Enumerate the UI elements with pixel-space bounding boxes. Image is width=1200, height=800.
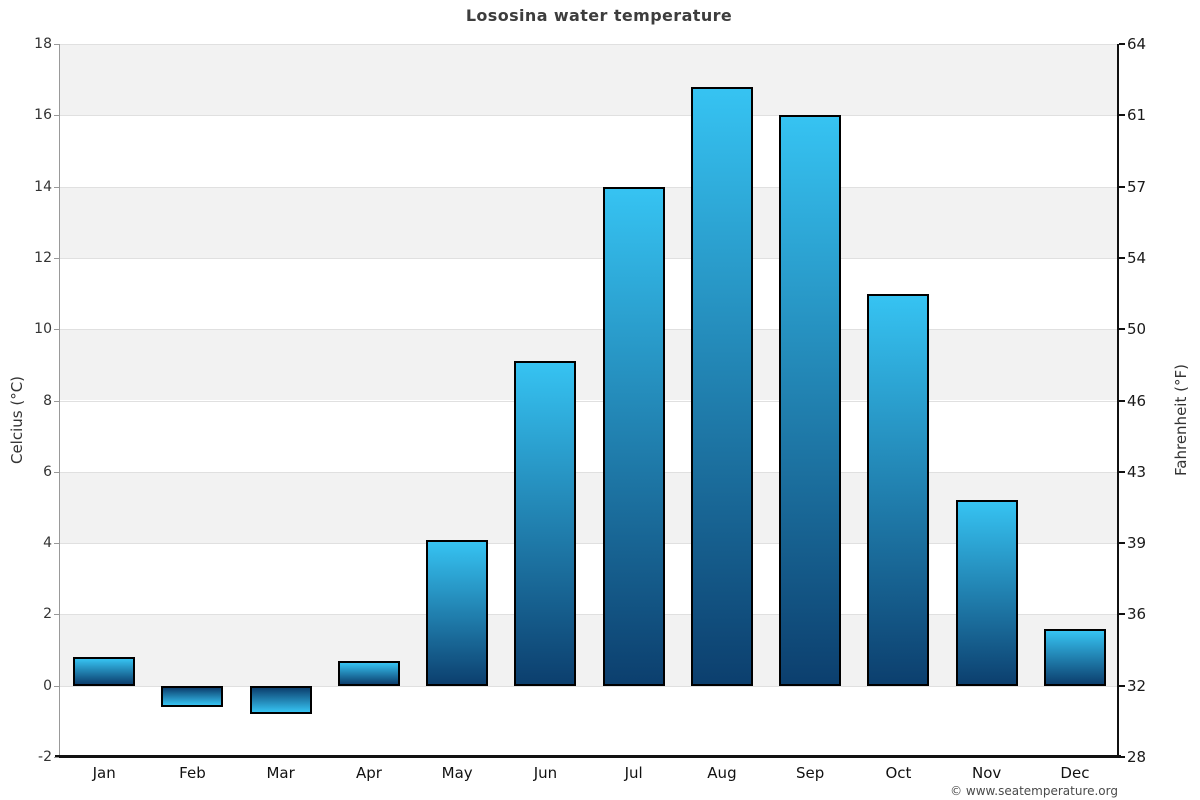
month-label-oct: Oct xyxy=(885,764,912,782)
background-band xyxy=(60,115,1119,187)
background-band xyxy=(60,186,1119,258)
background-band xyxy=(60,329,1119,401)
month-label-nov: Nov xyxy=(972,764,1002,782)
celsius-tick-mark xyxy=(54,115,59,117)
background-band xyxy=(60,685,1119,757)
plot-area xyxy=(60,44,1119,758)
month-label-apr: Apr xyxy=(355,764,382,782)
celsius-tick-2: 2 xyxy=(43,606,52,623)
month-label-aug: Aug xyxy=(707,764,737,782)
fahrenheit-tick-39: 39 xyxy=(1127,534,1147,553)
fahrenheit-tick-61: 61 xyxy=(1127,106,1147,125)
celsius-tick-16: 16 xyxy=(34,107,52,124)
bar-nov xyxy=(955,500,1018,686)
background-band xyxy=(60,543,1119,615)
fahrenheit-tick-28: 28 xyxy=(1127,748,1147,766)
celsius-tick-6: 6 xyxy=(43,463,52,480)
month-label-jul: Jul xyxy=(624,764,643,782)
gridline xyxy=(60,115,1119,117)
fahrenheit-tick-mark xyxy=(1119,470,1125,473)
fahrenheit-tick-mark xyxy=(1119,756,1125,758)
bar-may xyxy=(426,539,489,686)
fahrenheit-tick-mark xyxy=(1119,256,1125,259)
bar-dec xyxy=(1043,628,1106,686)
fahrenheit-tick-46: 46 xyxy=(1127,391,1147,410)
bar-feb xyxy=(161,685,224,708)
bar-jun xyxy=(514,361,577,686)
celsius-axis-line xyxy=(59,44,60,757)
fahrenheit-tick-mark xyxy=(1119,185,1125,188)
watermark: © www.seatemperature.org xyxy=(950,784,1118,798)
bar-oct xyxy=(867,293,930,686)
gridline xyxy=(60,685,1119,687)
fahrenheit-axis-line xyxy=(1117,44,1119,757)
celsius-tick-mark xyxy=(54,329,59,331)
bar-mar xyxy=(249,685,312,715)
chart-title: Lososina water temperature xyxy=(465,6,733,25)
celsius-tick-10: 10 xyxy=(34,321,52,338)
fahrenheit-tick-mark xyxy=(1119,542,1125,545)
fahrenheit-tick-mark xyxy=(1119,43,1125,45)
celsius-axis-title: Celcius (°C) xyxy=(8,375,26,465)
month-label-may: May xyxy=(441,764,473,782)
month-label-sep: Sep xyxy=(796,764,825,782)
celsius-tick-mark xyxy=(54,685,59,687)
celsius-tick-mark xyxy=(54,44,59,45)
fahrenheit-tick-43: 43 xyxy=(1127,462,1147,481)
background-band xyxy=(60,257,1119,330)
fahrenheit-tick-32: 32 xyxy=(1127,676,1147,695)
gridline xyxy=(60,329,1119,331)
fahrenheit-tick-mark xyxy=(1119,399,1125,402)
celsius-tick-mark xyxy=(54,614,59,616)
celsius-tick-mark xyxy=(54,757,59,758)
month-label-dec: Dec xyxy=(1060,764,1090,782)
background-band xyxy=(60,471,1119,544)
fahrenheit-tick-36: 36 xyxy=(1127,605,1147,624)
gridline xyxy=(60,614,1119,616)
bar-sep xyxy=(779,115,842,686)
celsius-tick-4: 4 xyxy=(43,535,52,552)
month-label-jan: Jan xyxy=(92,764,116,782)
fahrenheit-tick-50: 50 xyxy=(1127,320,1147,339)
month-label-feb: Feb xyxy=(179,764,206,782)
fahrenheit-tick-mark xyxy=(1119,328,1125,331)
gridline xyxy=(60,400,1119,402)
celsius-tick-12: 12 xyxy=(34,249,52,266)
gridline xyxy=(60,543,1119,545)
fahrenheit-tick-mark xyxy=(1119,613,1125,616)
gridline xyxy=(60,471,1119,473)
celsius-tick-14: 14 xyxy=(34,178,52,195)
celsius-tick-mark xyxy=(54,400,59,402)
bar-apr xyxy=(337,660,400,686)
background-band xyxy=(60,44,1119,116)
background-band xyxy=(60,614,1119,686)
fahrenheit-tick-mark xyxy=(1119,114,1125,117)
bar-jan xyxy=(73,657,136,686)
celsius-tick--2: -2 xyxy=(38,749,52,765)
gridline xyxy=(60,186,1119,188)
gridline xyxy=(60,257,1119,259)
bar-aug xyxy=(690,86,753,686)
x-axis-line xyxy=(55,755,1121,758)
month-label-jun: Jun xyxy=(533,764,558,782)
fahrenheit-tick-64: 64 xyxy=(1127,35,1147,53)
fahrenheit-axis-title: Fahrenheit (°F) xyxy=(1172,364,1190,476)
fahrenheit-tick-57: 57 xyxy=(1127,177,1147,196)
fahrenheit-tick-mark xyxy=(1119,684,1125,687)
celsius-tick-mark xyxy=(54,543,59,545)
celsius-tick-8: 8 xyxy=(43,392,52,409)
background-band xyxy=(60,400,1119,472)
month-label-mar: Mar xyxy=(266,764,295,782)
fahrenheit-tick-54: 54 xyxy=(1127,248,1147,267)
celsius-tick-mark xyxy=(54,471,59,473)
gridline xyxy=(60,44,1119,45)
bar-jul xyxy=(602,186,665,686)
celsius-tick-0: 0 xyxy=(43,677,52,694)
celsius-tick-mark xyxy=(54,257,59,259)
celsius-tick-mark xyxy=(54,186,59,188)
celsius-tick-18: 18 xyxy=(34,36,52,52)
